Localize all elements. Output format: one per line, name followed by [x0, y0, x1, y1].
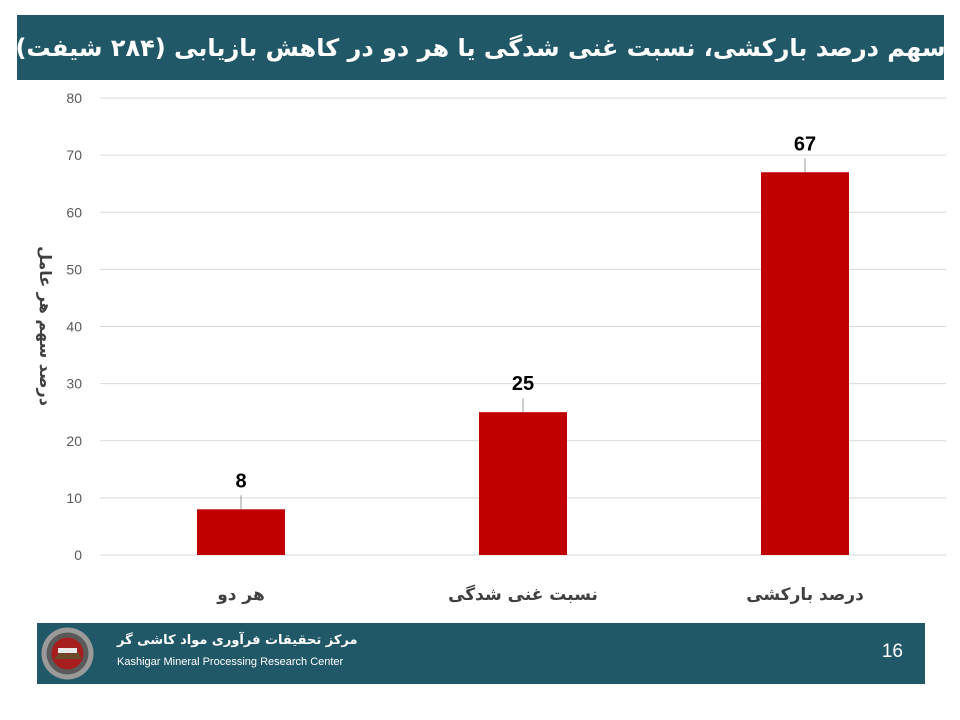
data-label: 25	[512, 373, 534, 395]
y-tick-label: 60	[66, 204, 82, 220]
y-tick-label: 10	[66, 490, 82, 506]
title-bar: سهم درصد بارکشی، نسبت غنی شدگی یا هر دو …	[15, 15, 946, 80]
bar-chart: 0 10 20 30 40 50 60 70 80 درصد سهم هر عامل 8 هر دو 2…	[36, 90, 946, 605]
y-tick-label: 30	[66, 376, 82, 392]
bar	[761, 172, 849, 555]
y-tick-label: 20	[66, 433, 82, 449]
slide-title: سهم درصد بارکشی، نسبت غنی شدگی یا هر دو …	[15, 33, 946, 62]
y-tick-label: 40	[66, 319, 82, 335]
footer-bar: مرکز تحقیقات فرآوری مواد کاشی گر Kashiga…	[37, 623, 925, 684]
bar	[479, 412, 567, 555]
y-tick-label: 50	[66, 261, 82, 277]
data-label: 67	[794, 133, 816, 155]
company-logo-icon	[41, 627, 94, 680]
y-tick-label: 70	[66, 147, 82, 163]
x-category-label: درصد بارکشی	[746, 585, 864, 605]
org-name-en: Kashigar Mineral Processing Research Cen…	[117, 656, 344, 668]
x-category-label: نسبت غنی شدگی	[448, 584, 598, 605]
y-tick-label: 0	[74, 547, 82, 563]
bar	[197, 509, 285, 555]
org-name-fa: مرکز تحقیقات فرآوری مواد کاشی گر	[117, 633, 358, 648]
y-tick-label: 80	[66, 90, 82, 106]
y-axis-title: درصد سهم هر عامل	[36, 246, 55, 406]
x-category-label: هر دو	[216, 585, 265, 605]
page-number: 16	[881, 641, 903, 662]
data-label: 8	[235, 470, 246, 492]
